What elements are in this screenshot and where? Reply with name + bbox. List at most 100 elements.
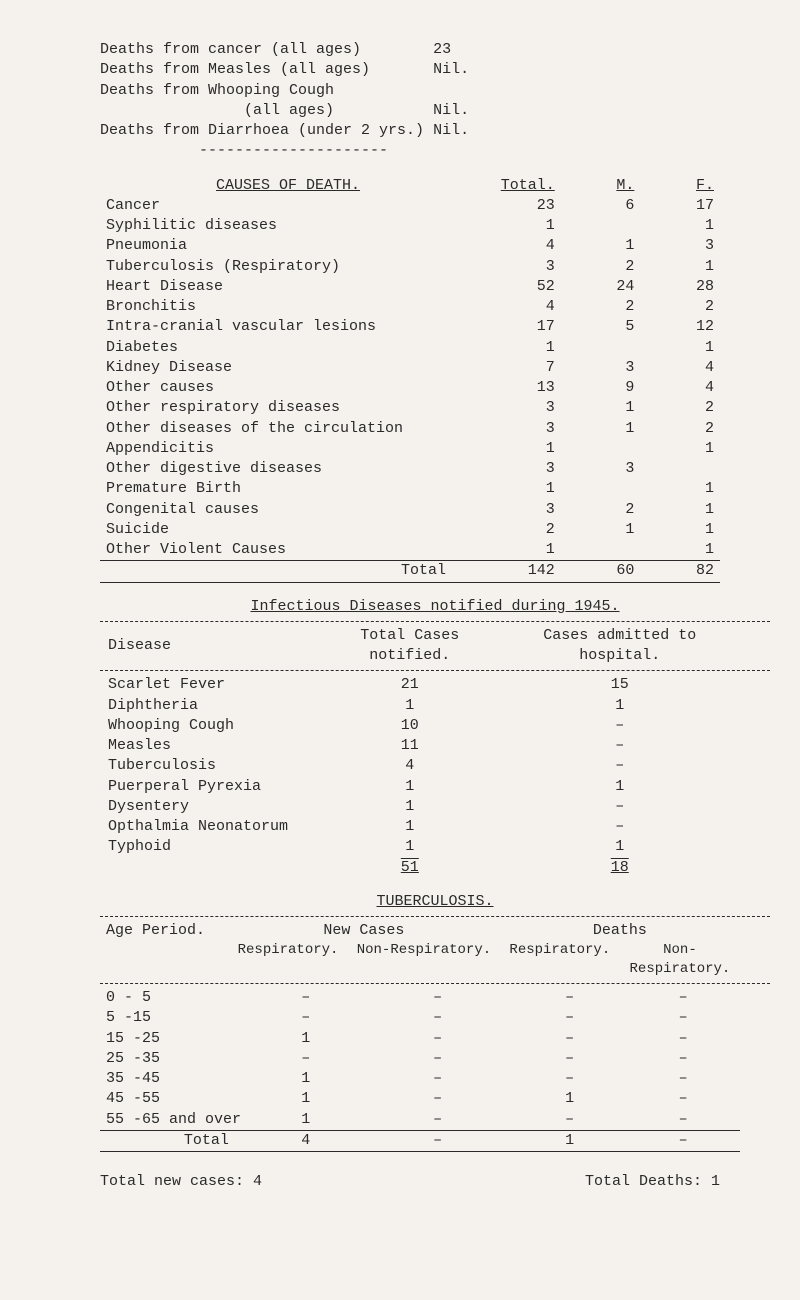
inf-row: Whooping Cough10– [100,716,740,736]
cod-row: Other Violent Causes11 [100,540,720,561]
infectious-diseases: Infectious Diseases notified during 1945… [100,597,770,878]
tb-row-n: – [363,988,513,1008]
cod-row-t: 3 [476,419,561,439]
tb-row-r: – [249,988,363,1008]
cod-row-lbl: Suicide [100,520,476,540]
inf-row-n: 11 [320,736,499,756]
cod-row-t: 13 [476,378,561,398]
inf-row-h: 1 [499,777,740,797]
inf-row: Tuberculosis4– [100,756,740,776]
cod-row-lbl: Diabetes [100,338,476,358]
cod-row-t: 4 [476,236,561,256]
cod-row: Intra-cranial vascular lesions17512 [100,317,720,337]
inf-row-d: Puerperal Pyrexia [100,777,320,797]
tb-row-r: 1 [249,1069,363,1089]
inf-row: Measles11– [100,736,740,756]
cod-row-m [561,479,641,499]
inf-row-d: Typhoid [100,837,320,857]
cod-row-f: 4 [640,378,720,398]
tb-row-dn: – [626,1008,740,1028]
cod-row-lbl: Pneumonia [100,236,476,256]
cod-row-m: 3 [561,358,641,378]
cod-row-m: 1 [561,419,641,439]
cod-row: Heart Disease522428 [100,277,720,297]
cod-row-m [561,216,641,236]
cod-total-m: 60 [561,561,641,582]
cod-row-m: 6 [561,196,641,216]
tb-row-dr: – [513,1008,627,1028]
inf-row-d: Diphtheria [100,696,320,716]
inf-title: Infectious Diseases notified during 1945… [250,598,619,615]
cod-row-f: 17 [640,196,720,216]
cod-row-t: 4 [476,297,561,317]
inf-row: Scarlet Fever2115 [100,675,740,695]
cod-row: Syphilitic diseases11 [100,216,720,236]
cod-row-f: 1 [640,257,720,277]
tb-tdn: – [626,1130,740,1151]
cod-row-f: 1 [640,439,720,459]
tb-row-n: – [363,1008,513,1028]
tb-row-age: 5 -15 [100,1008,249,1028]
cod-row-t: 52 [476,277,561,297]
cod-row-t: 7 [476,358,561,378]
inf-row-d: Tuberculosis [100,756,320,776]
cod-row-t: 3 [476,500,561,520]
inf-row-d: Measles [100,736,320,756]
cod-row-m: 2 [561,297,641,317]
cod-row-f: 2 [640,297,720,317]
cod-row-m: 1 [561,236,641,256]
cod-row-lbl: Cancer [100,196,476,216]
cod-row: Premature Birth11 [100,479,720,499]
cod-row-t: 1 [476,540,561,561]
tb-row-dn: – [626,1110,740,1131]
tb-row-age: 35 -45 [100,1069,249,1089]
cod-row-t: 1 [476,479,561,499]
tb-row: 55 -65 and over1––– [100,1110,740,1131]
inf-row-h: – [499,756,740,776]
tb-row-n: – [363,1029,513,1049]
tb-header: Age Period. New Cases Deaths Respiratory… [100,921,740,979]
inf-row: Opthalmia Neonatorum1– [100,817,740,837]
cod-row-m: 1 [561,520,641,540]
inf-row-n: 1 [320,777,499,797]
cod-h-total: Total. [501,177,555,194]
inf-row-n: 1 [320,837,499,857]
cod-row-lbl: Intra-cranial vascular lesions [100,317,476,337]
cod-row: Congenital causes321 [100,500,720,520]
tb-row: 25 -35–––– [100,1049,740,1069]
cod-row-f: 1 [640,500,720,520]
causes-of-death: CAUSES OF DEATH. Total. M. F. Cancer2361… [100,176,770,583]
cod-row-m: 1 [561,398,641,418]
tb-row-dr: – [513,1029,627,1049]
tb-h-dnon: Non- [663,942,697,958]
inf-row-h: – [499,817,740,837]
cod-row-t: 1 [476,338,561,358]
cod-row-f [640,459,720,479]
tb-tn: – [363,1130,513,1151]
tb-row-dr: – [513,988,627,1008]
cod-h-f: F. [696,177,714,194]
cod-row-f: 3 [640,236,720,256]
tb-row-age: 45 -55 [100,1089,249,1109]
tb-h-nonresp: Non-Respiratory. [348,941,500,960]
inf-row-h: – [499,797,740,817]
cod-h-m: M. [616,177,634,194]
tb-row-dn: – [626,1029,740,1049]
cod-row-m [561,540,641,561]
inf-row-d: Whooping Cough [100,716,320,736]
tb-row-r: 1 [249,1110,363,1131]
line3-label: Deaths from Whooping Cough [100,82,334,99]
inf-row: Typhoid11 [100,837,740,857]
line4-label: (all ages) [100,102,334,119]
cod-table: CAUSES OF DEATH. Total. M. F. Cancer2361… [100,176,720,583]
tb-row-dr: – [513,1110,627,1131]
cod-row: Other digestive diseases33 [100,459,720,479]
tb-row-dn: – [626,1069,740,1089]
cod-row-lbl: Heart Disease [100,277,476,297]
cod-row-m: 9 [561,378,641,398]
cod-row-m [561,439,641,459]
cod-row-lbl: Bronchitis [100,297,476,317]
cod-row-m: 3 [561,459,641,479]
inf-row-n: 1 [320,817,499,837]
cod-row-lbl: Appendicitis [100,439,476,459]
